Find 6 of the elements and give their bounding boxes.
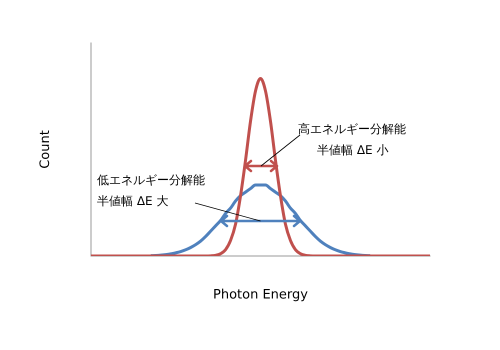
annotation: 半値幅 ΔE 小 (317, 142, 388, 159)
y-axis-title: Count (38, 130, 54, 169)
annotation: 高エネルギー分解能 (298, 121, 406, 138)
annotation: 半値幅 ΔE 大 (97, 193, 168, 210)
x-axis-title: Photon Energy (213, 288, 308, 303)
annotation: 低エネルギー分解能 (97, 172, 205, 189)
